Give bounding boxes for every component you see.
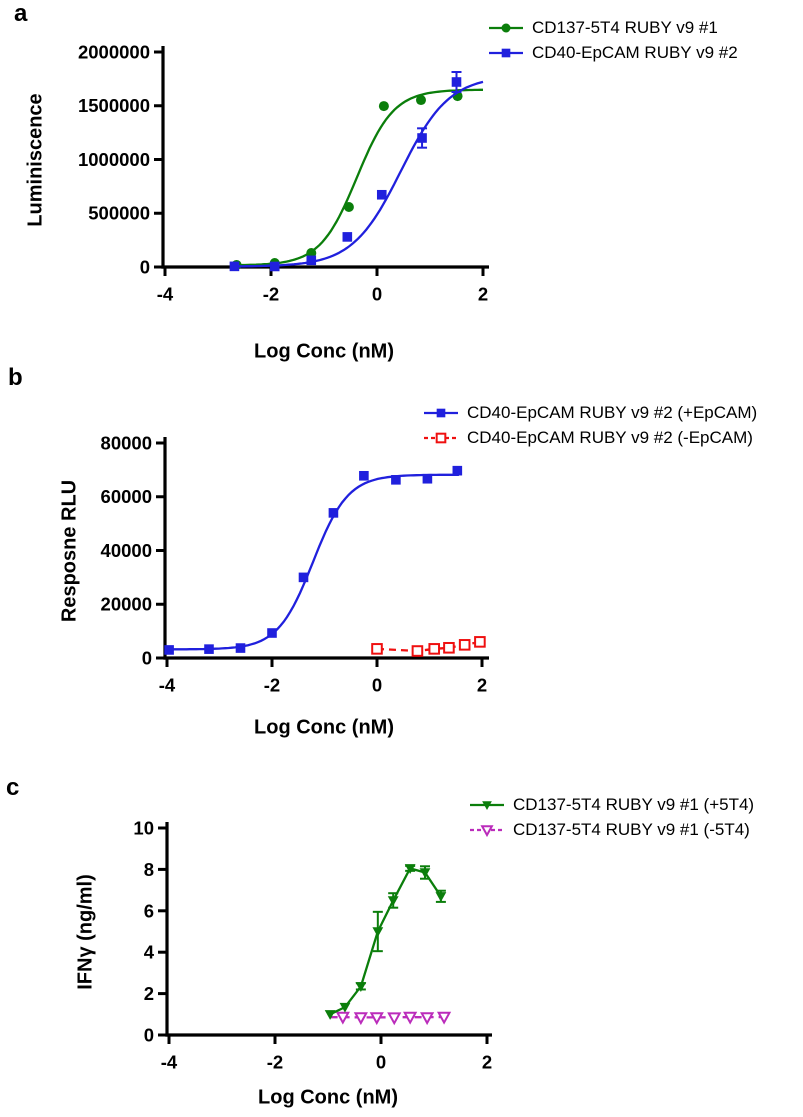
svg-text:0: 0 <box>376 1051 386 1072</box>
panel-c-x-axis-title: Log Conc (nM) <box>258 1086 398 1109</box>
legend-item: CD137-5T4 RUBY v9 #1 (+5T4) <box>468 792 754 817</box>
panel-b-x-axis-title: Log Conc (nM) <box>254 716 394 739</box>
svg-text:-4: -4 <box>157 283 174 304</box>
svg-text:40000: 40000 <box>101 540 152 561</box>
legend-marker-cd137-5t4-ruby-v9-1 <box>489 23 523 32</box>
legend-label: CD137-5T4 RUBY v9 #1 (+5T4) <box>513 794 755 814</box>
svg-text:8: 8 <box>144 859 154 880</box>
legend-item: CD40-EpCAM RUBY v9 #2 (+EpCAM) <box>422 400 757 425</box>
legend-label: CD137-5T4 RUBY v9 #1 (-5T4) <box>513 819 750 839</box>
panel-c-y-axis-title: IFNγ (ng/ml) <box>74 874 97 990</box>
svg-text:1000000: 1000000 <box>78 149 150 170</box>
svg-text:-2: -2 <box>263 283 279 304</box>
panel-c-label: c <box>6 774 20 801</box>
svg-text:-4: -4 <box>159 674 176 695</box>
svg-text:2: 2 <box>477 674 487 695</box>
legend-marker-cd137-5t4-minus-5t4 <box>470 824 504 837</box>
svg-text:10: 10 <box>133 817 154 838</box>
svg-text:6: 6 <box>144 900 154 921</box>
svg-text:60000: 60000 <box>101 486 152 507</box>
svg-text:500000: 500000 <box>88 203 150 224</box>
legend-label: CD40-EpCAM RUBY v9 #2 (-EpCAM) <box>467 427 753 447</box>
legend-marker-cd40-epcam-plus-epcam <box>424 408 458 417</box>
legend-marker-cd40-epcam-ruby-v9-2 <box>489 48 523 57</box>
legend-item: CD40-EpCAM RUBY v9 #2 (-EpCAM) <box>422 425 757 450</box>
panel-a-y-axis-title: Luminiscence <box>24 93 47 227</box>
legend-item: CD40-EpCAM RUBY v9 #2 <box>487 40 738 65</box>
svg-text:-4: -4 <box>161 1051 178 1072</box>
panel-b-legend: CD40-EpCAM RUBY v9 #2 (+EpCAM) CD40-EpCA… <box>422 400 757 450</box>
svg-text:0: 0 <box>372 674 382 695</box>
legend-label: CD40-EpCAM RUBY v9 #2 <box>532 42 738 62</box>
svg-text:-2: -2 <box>267 1051 283 1072</box>
legend-marker-cd40-epcam-minus-epcam <box>424 432 458 443</box>
panel-b-y-axis-title: Resposne RLU <box>58 479 81 623</box>
legend-item: CD137-5T4 RUBY v9 #1 (-5T4) <box>468 817 754 842</box>
svg-text:80000: 80000 <box>101 432 152 453</box>
svg-text:0: 0 <box>372 283 382 304</box>
panel-c-legend: CD137-5T4 RUBY v9 #1 (+5T4) CD137-5T4 RU… <box>468 792 754 842</box>
panel-a-legend: CD137-5T4 RUBY v9 #1 CD40-EpCAM RUBY v9 … <box>487 15 738 65</box>
panel-b-label: b <box>8 364 23 391</box>
svg-text:2: 2 <box>144 983 154 1004</box>
svg-text:1500000: 1500000 <box>78 95 150 116</box>
svg-text:0: 0 <box>144 1024 154 1045</box>
svg-text:4: 4 <box>144 942 155 963</box>
panel-a-x-axis-title: Log Conc (nM) <box>254 340 394 363</box>
svg-text:2: 2 <box>478 283 488 304</box>
svg-text:2000000: 2000000 <box>78 41 150 62</box>
legend-label: CD40-EpCAM RUBY v9 #2 (+EpCAM) <box>467 402 758 422</box>
legend-item: CD137-5T4 RUBY v9 #1 <box>487 15 738 40</box>
svg-text:2: 2 <box>482 1051 492 1072</box>
legend-marker-cd137-5t4-plus-5t4 <box>470 800 504 810</box>
svg-text:20000: 20000 <box>101 594 152 615</box>
panel-a-label: a <box>14 0 28 27</box>
legend-label: CD137-5T4 RUBY v9 #1 <box>532 17 718 37</box>
svg-text:0: 0 <box>140 256 150 277</box>
svg-text:0: 0 <box>142 647 152 668</box>
svg-text:-2: -2 <box>264 674 280 695</box>
